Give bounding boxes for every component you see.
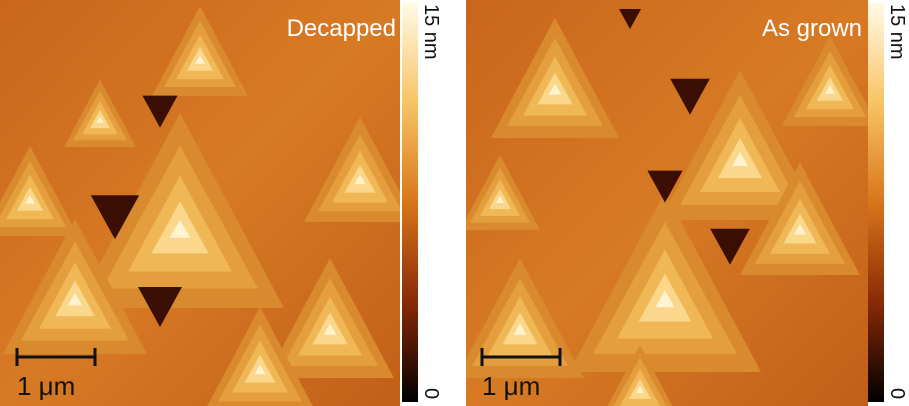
colorbar-max: 15 nm: [420, 4, 442, 60]
colorbar-min: 0: [886, 388, 908, 399]
colorbar-min: 0: [420, 388, 442, 399]
panel-label: As grown: [762, 15, 862, 42]
afm-image: [466, 0, 868, 406]
scale-bar-label: 1 μm: [17, 371, 75, 401]
afm-image: [0, 0, 400, 406]
scale-bar: [15, 348, 97, 366]
panel-label: Decapped: [287, 15, 396, 42]
scale-bar-label: 1 μm: [482, 371, 540, 401]
colorbar: [402, 2, 418, 402]
colorbar: [868, 2, 884, 402]
colorbar-max: 15 nm: [886, 4, 908, 60]
scale-bar: [480, 348, 562, 366]
